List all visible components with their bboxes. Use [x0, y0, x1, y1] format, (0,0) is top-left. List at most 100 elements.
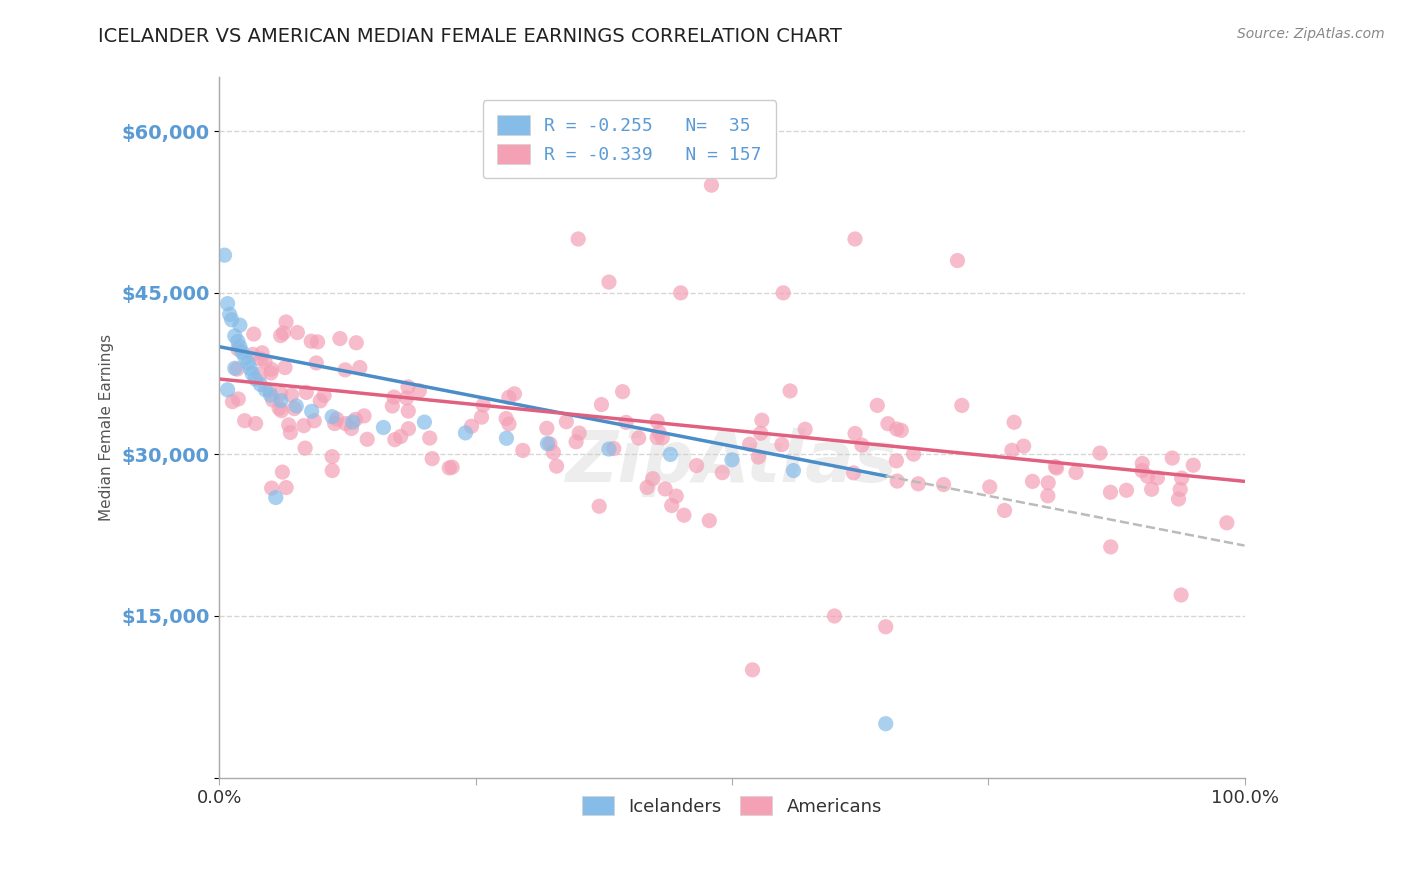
- Point: [321, 409, 343, 424]
- Point: [772, 285, 794, 300]
- Point: [301, 404, 323, 418]
- Point: [396, 404, 419, 418]
- Point: [1136, 469, 1159, 483]
- Point: [439, 461, 461, 475]
- Point: [260, 362, 283, 376]
- Point: [274, 315, 297, 329]
- Point: [875, 620, 897, 634]
- Text: ICELANDER VS AMERICAN MEDIAN FEMALE EARNINGS CORRELATION CHART: ICELANDER VS AMERICAN MEDIAN FEMALE EARN…: [98, 27, 842, 45]
- Point: [299, 334, 322, 349]
- Point: [384, 433, 406, 447]
- Point: [546, 459, 568, 474]
- Point: [844, 426, 866, 441]
- Point: [381, 399, 404, 413]
- Point: [329, 332, 352, 346]
- Point: [603, 442, 626, 456]
- Point: [373, 420, 395, 434]
- Point: [751, 413, 773, 427]
- Point: [396, 380, 419, 394]
- Point: [842, 466, 865, 480]
- Point: [276, 481, 298, 495]
- Point: [498, 417, 520, 431]
- Point: [598, 275, 620, 289]
- Point: [441, 460, 464, 475]
- Point: [946, 253, 969, 268]
- Point: [271, 465, 294, 479]
- Point: [1012, 439, 1035, 453]
- Point: [262, 392, 284, 407]
- Point: [260, 388, 283, 402]
- Point: [636, 480, 658, 494]
- Point: [779, 384, 801, 398]
- Point: [233, 351, 256, 365]
- Point: [536, 421, 558, 435]
- Point: [218, 307, 240, 321]
- Point: [711, 466, 734, 480]
- Point: [249, 377, 271, 392]
- Point: [398, 422, 420, 436]
- Point: [221, 394, 243, 409]
- Point: [285, 399, 308, 413]
- Point: [224, 361, 246, 376]
- Point: [495, 431, 517, 445]
- Point: [1130, 457, 1153, 471]
- Point: [866, 398, 889, 412]
- Point: [226, 334, 249, 349]
- Point: [685, 458, 707, 473]
- Point: [254, 354, 277, 368]
- Point: [697, 514, 720, 528]
- Point: [741, 663, 763, 677]
- Point: [654, 482, 676, 496]
- Point: [512, 443, 534, 458]
- Point: [886, 474, 908, 488]
- Point: [217, 296, 239, 310]
- Point: [413, 415, 436, 429]
- Point: [470, 410, 492, 425]
- Point: [672, 508, 695, 523]
- Point: [245, 417, 267, 431]
- Point: [242, 347, 264, 361]
- Point: [614, 416, 637, 430]
- Point: [738, 437, 761, 451]
- Point: [543, 445, 565, 459]
- Point: [1115, 483, 1137, 498]
- Point: [260, 481, 283, 495]
- Point: [1170, 588, 1192, 602]
- Point: [1146, 471, 1168, 485]
- Point: [890, 423, 912, 437]
- Point: [277, 417, 299, 432]
- Point: [565, 434, 588, 449]
- Point: [950, 398, 973, 412]
- Point: [233, 414, 256, 428]
- Point: [1170, 471, 1192, 485]
- Point: [886, 454, 908, 468]
- Point: [851, 438, 873, 452]
- Point: [567, 232, 589, 246]
- Point: [1038, 475, 1060, 490]
- Point: [335, 417, 357, 431]
- Point: [304, 414, 326, 428]
- Point: [1001, 443, 1024, 458]
- Point: [1182, 458, 1205, 473]
- Point: [555, 415, 578, 429]
- Point: [242, 327, 264, 342]
- Point: [782, 464, 804, 478]
- Point: [1088, 446, 1111, 460]
- Point: [749, 426, 772, 441]
- Point: [651, 431, 673, 445]
- Point: [1002, 415, 1025, 429]
- Point: [665, 489, 688, 503]
- Point: [349, 360, 371, 375]
- Point: [305, 356, 328, 370]
- Point: [903, 447, 925, 461]
- Point: [295, 385, 318, 400]
- Point: [979, 480, 1001, 494]
- Point: [454, 425, 477, 440]
- Point: [270, 393, 292, 408]
- Point: [267, 401, 290, 416]
- Point: [231, 345, 253, 359]
- Text: Source: ZipAtlas.com: Source: ZipAtlas.com: [1237, 27, 1385, 41]
- Point: [260, 366, 283, 380]
- Point: [659, 447, 682, 461]
- Point: [323, 417, 346, 431]
